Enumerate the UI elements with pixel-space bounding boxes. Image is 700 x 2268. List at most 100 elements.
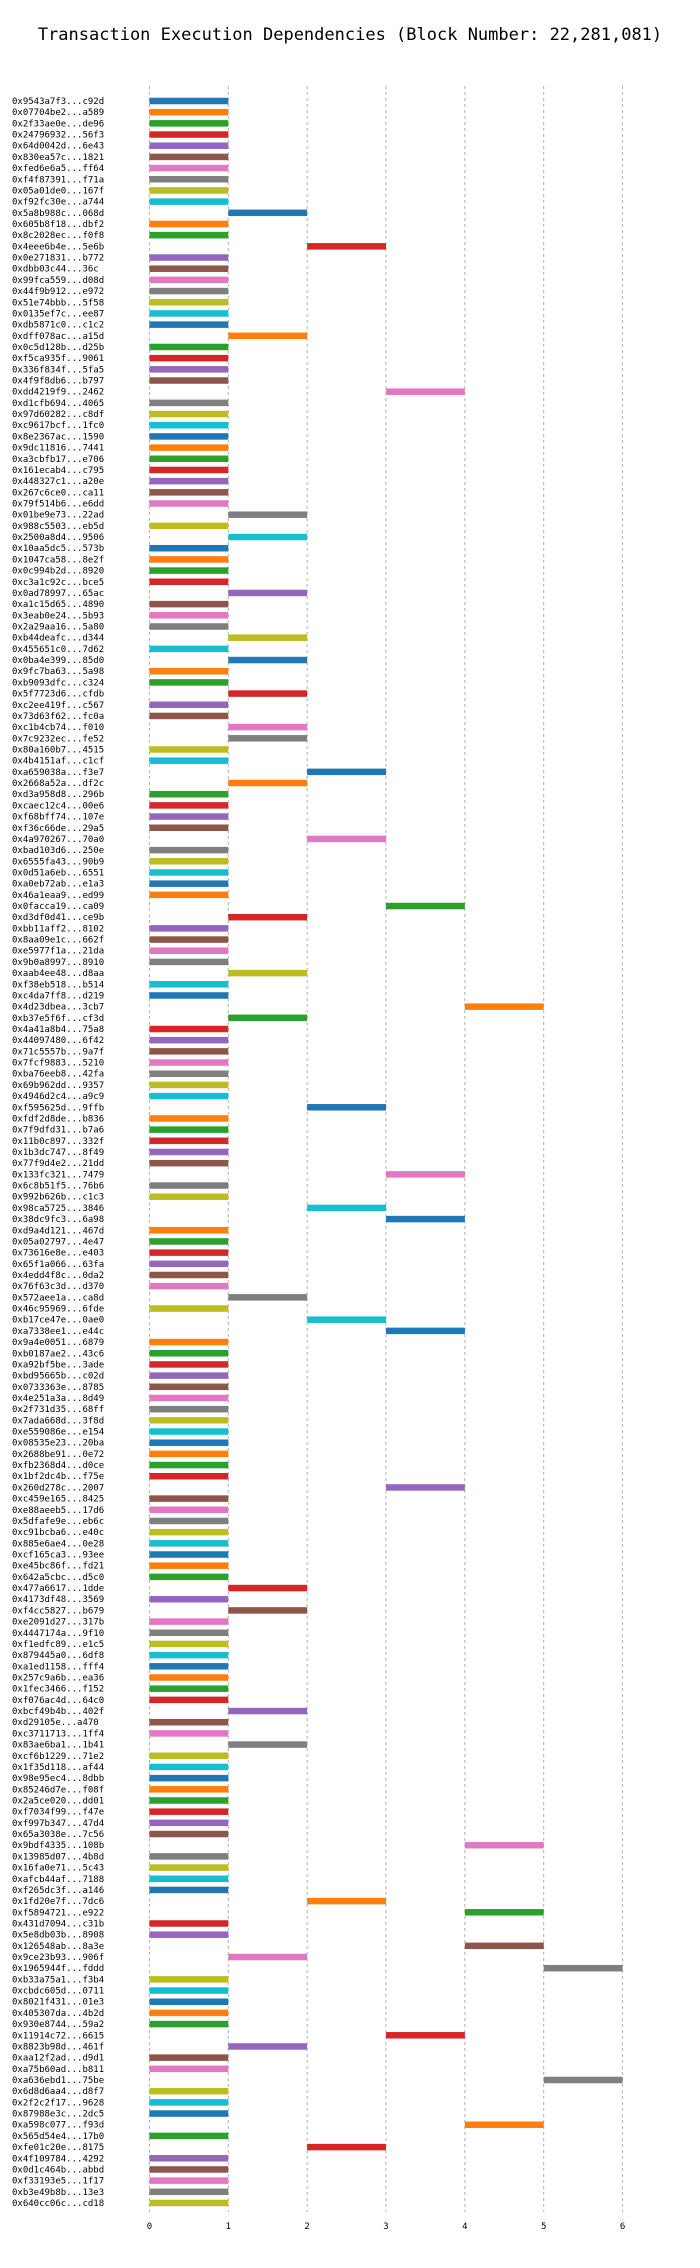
tx-bar — [149, 164, 229, 172]
tx-bar — [149, 1350, 229, 1357]
y-tick-label: 0xf33193e5...1f17 — [12, 2177, 104, 2187]
y-tick-label: 0xa1ed1158...fff4 — [12, 1662, 104, 1672]
tx-bar — [149, 746, 229, 753]
tx-bar — [228, 511, 308, 518]
tx-bar — [149, 712, 229, 720]
tx-bar — [149, 1595, 229, 1603]
tx-bar — [386, 1484, 465, 1491]
y-tick-label: 0x13985d07...4b8d — [12, 1852, 104, 1862]
tx-bar — [228, 1741, 308, 1748]
y-tick-label: 0x6d8d6aa4...d8f7 — [12, 2087, 104, 2097]
y-tick-label: 0x5dfafe9e...eb6c — [12, 1517, 104, 1527]
y-tick-label: 0xf38eb518...b514 — [12, 980, 104, 990]
tx-bar — [149, 1394, 229, 1402]
tx-bar — [464, 1003, 544, 1010]
tx-bar — [149, 1428, 229, 1435]
y-tick-label: 0x71c5557b...9a7f — [12, 1047, 104, 1057]
tx-bar — [149, 198, 229, 205]
tx-bar — [228, 589, 308, 597]
tx-bar — [149, 2188, 229, 2196]
tx-bar — [386, 388, 465, 395]
y-tick-label: 0xdff078ac...a15d — [12, 332, 104, 342]
tx-bar — [149, 2166, 229, 2173]
y-tick-label: 0x69b962dd...9357 — [12, 1081, 104, 1091]
y-tick-label: 0xbad103d6...250e — [12, 846, 104, 856]
y-tick-label: 0xaa12f2ad...d9d1 — [12, 2054, 104, 2064]
tx-bar — [149, 120, 229, 127]
tx-bar — [149, 1249, 229, 1256]
y-tick-label: 0x83ae6ba1...1b41 — [12, 1741, 104, 1751]
x-tick-label: 2 — [304, 2222, 309, 2232]
tx-bar — [228, 969, 308, 977]
tx-bar — [149, 1417, 229, 1424]
tx-bar — [149, 1730, 229, 1737]
y-tick-label: 0xb37e5f6f...cf3d — [12, 1014, 104, 1024]
y-tick-label: 0x51e74bbb...5f58 — [12, 298, 104, 308]
tx-bar — [149, 1227, 229, 1234]
tx-bar — [149, 1998, 229, 2005]
y-tick-label: 0x11b0c897...332f — [12, 1137, 104, 1147]
tx-bar — [149, 1752, 229, 1760]
tx-bar — [149, 2020, 229, 2028]
y-tick-label: 0x44097480...6f42 — [12, 1036, 104, 1046]
y-tick-label: 0x46a1eaa9...ed99 — [12, 891, 104, 901]
y-tick-label: 0x97d60282...c8df — [12, 410, 104, 420]
tx-bar — [149, 1148, 229, 1156]
tx-bar — [228, 690, 308, 697]
y-tick-label: 0x879445a0...6df8 — [12, 1651, 104, 1661]
tx-bar — [149, 1540, 229, 1547]
y-tick-label: 0x1b3dc747...8f49 — [12, 1148, 104, 1158]
y-tick-label: 0x9fc7ba63...5a98 — [12, 667, 104, 677]
tx-bar — [149, 958, 229, 966]
y-tick-label: 0x6c8b51f5...76b6 — [12, 1182, 104, 1192]
tx-bar — [149, 254, 229, 261]
y-tick-label: 0xf68bff74...107e — [12, 813, 104, 823]
y-tick-label: 0x73d63f62...fc0a — [12, 712, 104, 722]
y-tick-label: 0x2a5ce020...dd01 — [12, 1796, 104, 1806]
tx-bar — [149, 701, 229, 709]
tx-bar — [228, 533, 308, 541]
y-tick-label: 0xdd4219f9...2462 — [12, 388, 104, 398]
y-tick-label: 0x11914c72...6615 — [12, 2031, 104, 2041]
x-tick-label: 6 — [620, 2222, 625, 2232]
tx-bar — [149, 366, 229, 373]
tx-bar — [149, 1551, 229, 1558]
y-tick-label: 0x477a6617...1dde — [12, 1584, 104, 1594]
y-tick-label: 0x0ad78997...65ac — [12, 589, 104, 599]
tx-bar — [149, 1260, 229, 1268]
y-tick-label: 0x565d54e4...17b0 — [12, 2132, 104, 2142]
tx-bar — [149, 1450, 229, 1458]
tx-bar — [149, 1383, 229, 1391]
y-tick-label: 0x431d7094...c31b — [12, 1919, 104, 1929]
x-tick-labels: 0 1 2 3 4 5 6 — [147, 2222, 626, 2232]
tx-bar — [149, 1786, 229, 1793]
y-tick-label: 0x4447174a...9f10 — [12, 1629, 104, 1639]
y-tick-label: 0x79f514b6...e6dd — [12, 500, 104, 510]
y-tick-label: 0x7fcf9883...5210 — [12, 1059, 104, 1069]
y-tick-label: 0x0e271831...b772 — [12, 254, 104, 264]
tx-bar — [228, 1707, 308, 1715]
tx-bar — [149, 2177, 229, 2184]
y-tick-label: 0x87988e3c...2dc5 — [12, 2110, 104, 2120]
y-tick-label: 0xbb11aff2...8102 — [12, 924, 104, 934]
tx-bar — [149, 2155, 229, 2162]
tx-bar — [307, 1897, 386, 1905]
y-tick-label: 0xb17ce47e...0ae0 — [12, 1316, 104, 1326]
tx-bar — [149, 421, 229, 429]
y-tick-label: 0x0ba4e399...85d0 — [12, 656, 104, 666]
tx-bar — [228, 2043, 308, 2050]
tx-bar — [149, 1159, 229, 1167]
y-tick-label: 0x2688be91...0e72 — [12, 1450, 104, 1460]
tx-bar — [149, 2065, 229, 2073]
tx-bar — [149, 354, 229, 362]
tx-bar — [149, 2099, 229, 2106]
tx-bar — [228, 1584, 308, 1592]
tx-bar — [149, 925, 229, 932]
y-tick-label: 0xe5977f1a...21da — [12, 947, 104, 957]
tx-bar — [149, 1797, 229, 1804]
tx-bar — [307, 768, 386, 776]
y-tick-label: 0xb0187ae2...43c6 — [12, 1349, 104, 1359]
tx-bar — [149, 220, 229, 228]
y-tick-label: 0xcaec12c4...00e6 — [12, 801, 104, 811]
y-tick-label: 0x8823b98d...461f — [12, 2042, 104, 2052]
